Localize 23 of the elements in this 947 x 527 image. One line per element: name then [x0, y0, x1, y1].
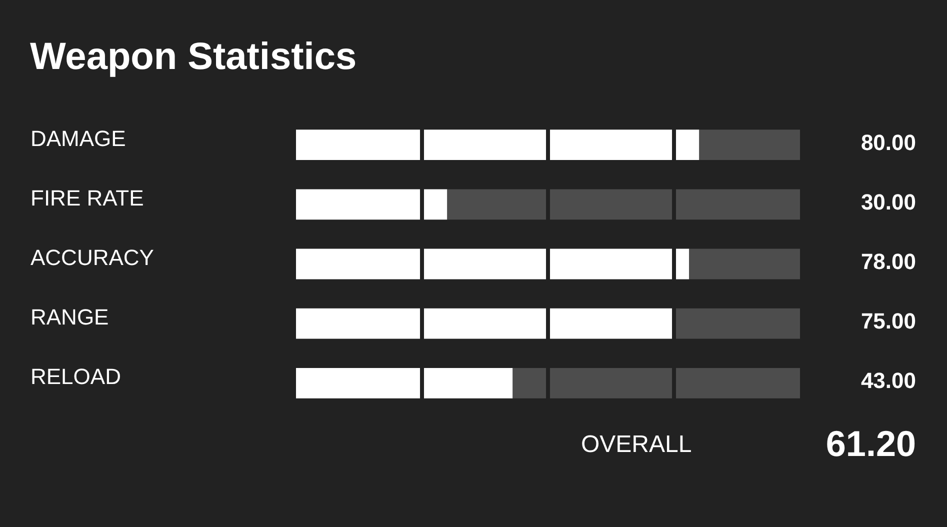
data-label: 78.00: [860, 249, 916, 274]
y-tick-label: RELOAD: [30, 364, 121, 390]
bar: [699, 130, 800, 160]
bar: [296, 248, 690, 280]
bar: [447, 189, 800, 220]
text: OVERALL: [581, 431, 692, 458]
bar: [674, 308, 800, 339]
y-tick-label: FIRE RATE: [30, 185, 144, 210]
bar: [296, 368, 513, 398]
y-tick-label: RANGE: [30, 304, 109, 330]
data-label: 75.00: [860, 308, 916, 334]
bar: [512, 368, 800, 398]
bar: [296, 189, 448, 220]
text: 61.20: [826, 423, 916, 464]
data-label: 80.00: [860, 130, 916, 155]
data-label: 30.00: [860, 189, 916, 214]
y-tick-label: DAMAGE: [30, 126, 126, 151]
data-label: 43.00: [860, 368, 916, 394]
bar: [296, 308, 674, 339]
bar: [296, 130, 700, 160]
chart-title: Weapon Statistics: [30, 36, 357, 78]
bar: [689, 248, 800, 280]
y-tick-label: ACCURACY: [30, 245, 154, 270]
